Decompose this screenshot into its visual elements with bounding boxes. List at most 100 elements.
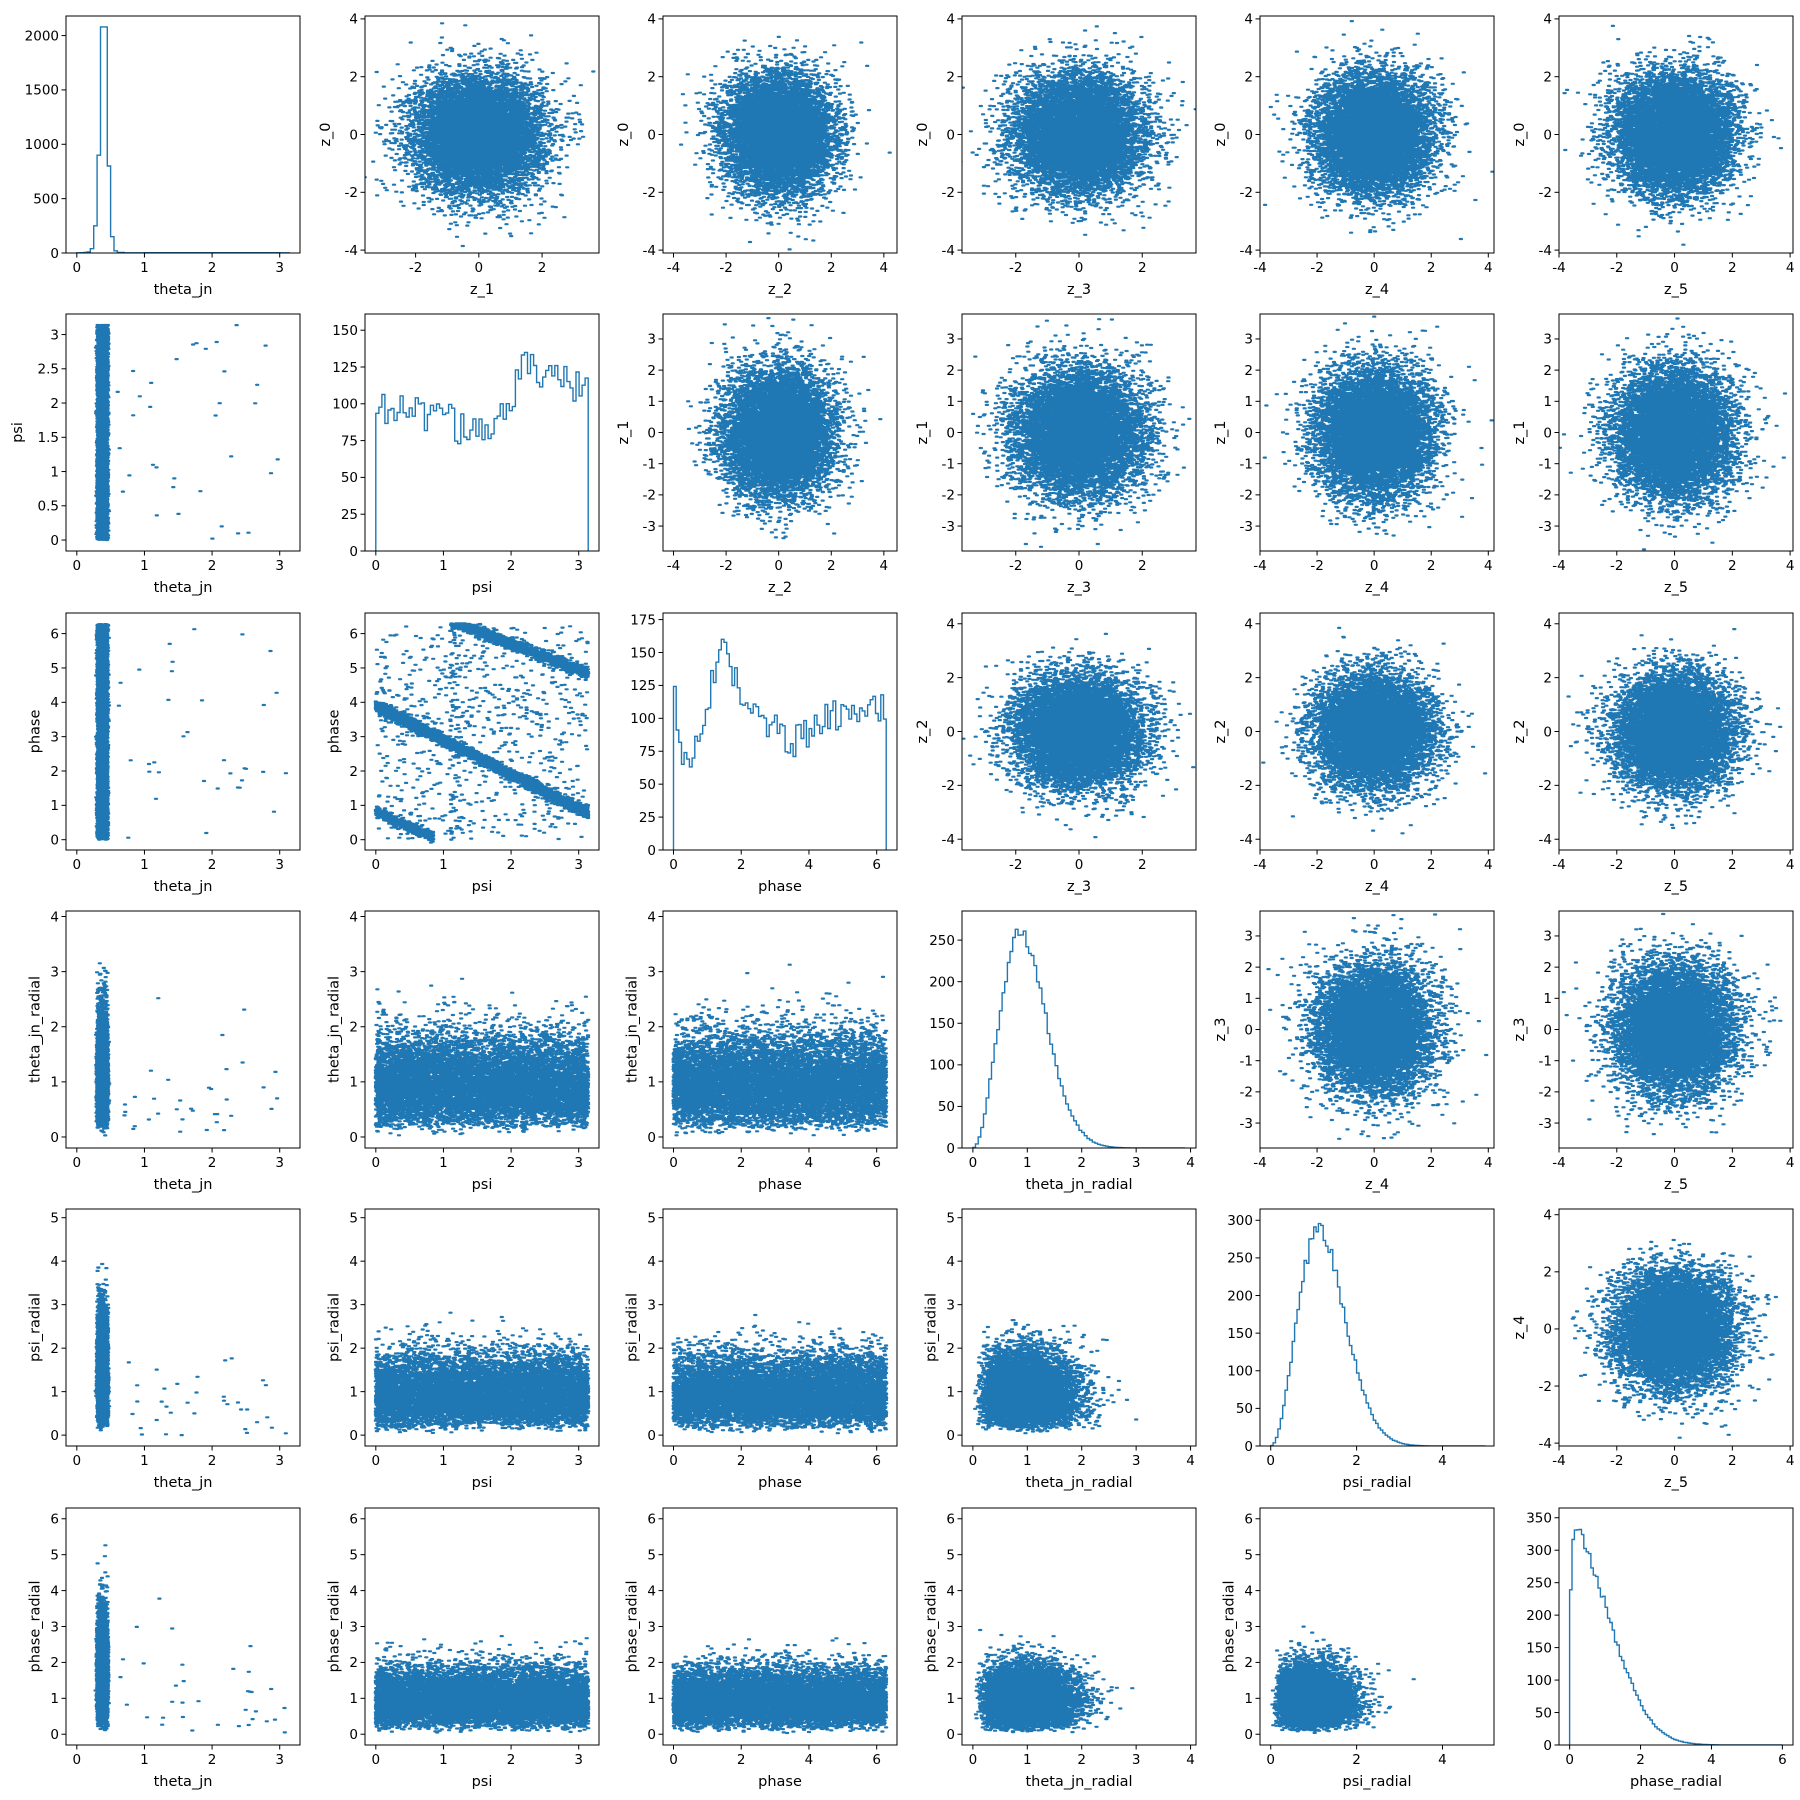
histogram-step [376, 352, 588, 551]
plot-area [673, 965, 888, 1136]
y-axis-label: psi [10, 422, 26, 443]
y-axis-label: psi_radial [923, 1293, 939, 1362]
x-tick-label: 2 [208, 260, 217, 276]
y-axis-label: z_0 [1512, 122, 1528, 146]
y-tick-label: 1.5 [38, 430, 59, 446]
y-tick-label: -4 [1240, 243, 1253, 259]
x-tick-label: -2 [409, 260, 422, 276]
y-tick-label: 3 [349, 1297, 358, 1313]
x-tick-label: -4 [1253, 857, 1266, 873]
y-tick-label: 1 [349, 798, 358, 814]
x-tick-label: 2 [1728, 1155, 1737, 1171]
x-tick-label: 1 [140, 1752, 149, 1768]
y-tick-label: -2 [1240, 185, 1253, 201]
plot-area [376, 352, 588, 551]
y-tick-label: 350 [1526, 1511, 1552, 1527]
plot-area [1564, 26, 1783, 245]
y-tick-label: 1 [647, 1075, 656, 1091]
x-tick-label: 2 [1138, 857, 1147, 873]
y-tick-label: 5 [349, 1547, 358, 1563]
x-tick-label: 2 [1077, 1453, 1086, 1469]
y-tick-label: -4 [1539, 832, 1552, 848]
y-axis-label: phase_radial [923, 1581, 939, 1673]
x-tick-label: 3 [574, 1155, 583, 1171]
x-axis-label: theta_jn [154, 580, 213, 596]
y-tick-label: -2 [1240, 488, 1253, 504]
y-tick-label: 4 [946, 617, 955, 633]
y-tick-label: 0 [1543, 724, 1552, 740]
y-tick-label: 6 [647, 1512, 656, 1528]
x-tick-label: 0 [969, 1155, 978, 1171]
x-tick-label: 0 [475, 260, 484, 276]
scatter-points [1555, 312, 1786, 549]
plot-area [1555, 312, 1786, 549]
plot-area [375, 979, 590, 1136]
y-tick-label: 0 [1543, 425, 1552, 441]
plot-area [1563, 905, 1800, 1166]
x-axis-label: phase_radial [1630, 1774, 1722, 1790]
plot-area [95, 963, 278, 1135]
y-tick-label: 5 [50, 1210, 59, 1226]
x-tick-label: 2 [1636, 1752, 1645, 1768]
y-tick-label: 5 [349, 661, 358, 677]
x-tick-label: 0 [669, 857, 678, 873]
y-axis-label: phase_radial [326, 1581, 342, 1673]
y-tick-label: 0 [50, 832, 59, 848]
y-tick-label: -2 [643, 488, 656, 504]
x-tick-label: 2 [737, 857, 746, 873]
y-tick-label: 50 [1535, 1705, 1552, 1721]
x-tick-label: 0 [372, 1453, 381, 1469]
x-axis-label: theta_jn_radial [1025, 1475, 1132, 1491]
x-tick-label: 2 [208, 1155, 217, 1171]
x-tick-label: 2 [737, 1155, 746, 1171]
y-tick-label: 50 [938, 1099, 955, 1115]
plot-area [672, 1638, 887, 1733]
x-tick-label: 2 [1138, 260, 1147, 276]
x-tick-label: 2 [737, 1752, 746, 1768]
x-axis-label: psi [472, 1475, 493, 1491]
y-axis-label: z_0 [915, 122, 931, 146]
y-axis-label: phase_radial [1221, 1581, 1237, 1673]
y-tick-label: 150 [630, 645, 656, 661]
x-tick-label: 1 [140, 1453, 149, 1469]
x-tick-label: 3 [275, 1453, 284, 1469]
x-tick-label: -2 [1610, 260, 1623, 276]
x-tick-label: 4 [1484, 260, 1493, 276]
x-axis-label: theta_jn_radial [1025, 1774, 1132, 1790]
y-tick-label: -2 [1539, 488, 1552, 504]
x-tick-label: 3 [275, 260, 284, 276]
x-tick-label: 2 [208, 857, 217, 873]
y-tick-label: 2 [647, 69, 656, 85]
y-tick-label: 2 [50, 1341, 59, 1357]
x-tick-label: 4 [1438, 1453, 1447, 1469]
y-tick-label: 2 [1244, 363, 1253, 379]
x-tick-label: 0 [1075, 857, 1084, 873]
y-axis-label: z_1 [915, 420, 931, 444]
y-tick-label: 4 [1244, 617, 1253, 633]
x-tick-label: 3 [574, 1752, 583, 1768]
y-tick-label: 0 [1543, 1322, 1552, 1338]
y-tick-label: -2 [345, 185, 358, 201]
y-tick-label: 3 [946, 332, 955, 348]
y-tick-label: 125 [332, 360, 358, 376]
x-tick-label: 0 [1370, 260, 1379, 276]
y-tick-label: 2 [1244, 670, 1253, 686]
x-tick-label: 2 [507, 1453, 516, 1469]
x-tick-label: -4 [1552, 260, 1565, 276]
y-tick-label: 3 [50, 964, 59, 980]
x-tick-label: 3 [275, 1155, 284, 1171]
y-tick-label: 5 [946, 1210, 955, 1226]
x-axis-label: z_2 [768, 282, 792, 298]
y-tick-label: 5 [349, 1210, 358, 1226]
y-tick-label: 300 [1227, 1213, 1253, 1229]
y-tick-label: -2 [1240, 778, 1253, 794]
y-tick-label: -2 [1539, 778, 1552, 794]
x-axis-label: z_5 [1664, 580, 1688, 596]
x-tick-label: -4 [1253, 558, 1266, 574]
x-tick-label: -2 [719, 260, 732, 276]
